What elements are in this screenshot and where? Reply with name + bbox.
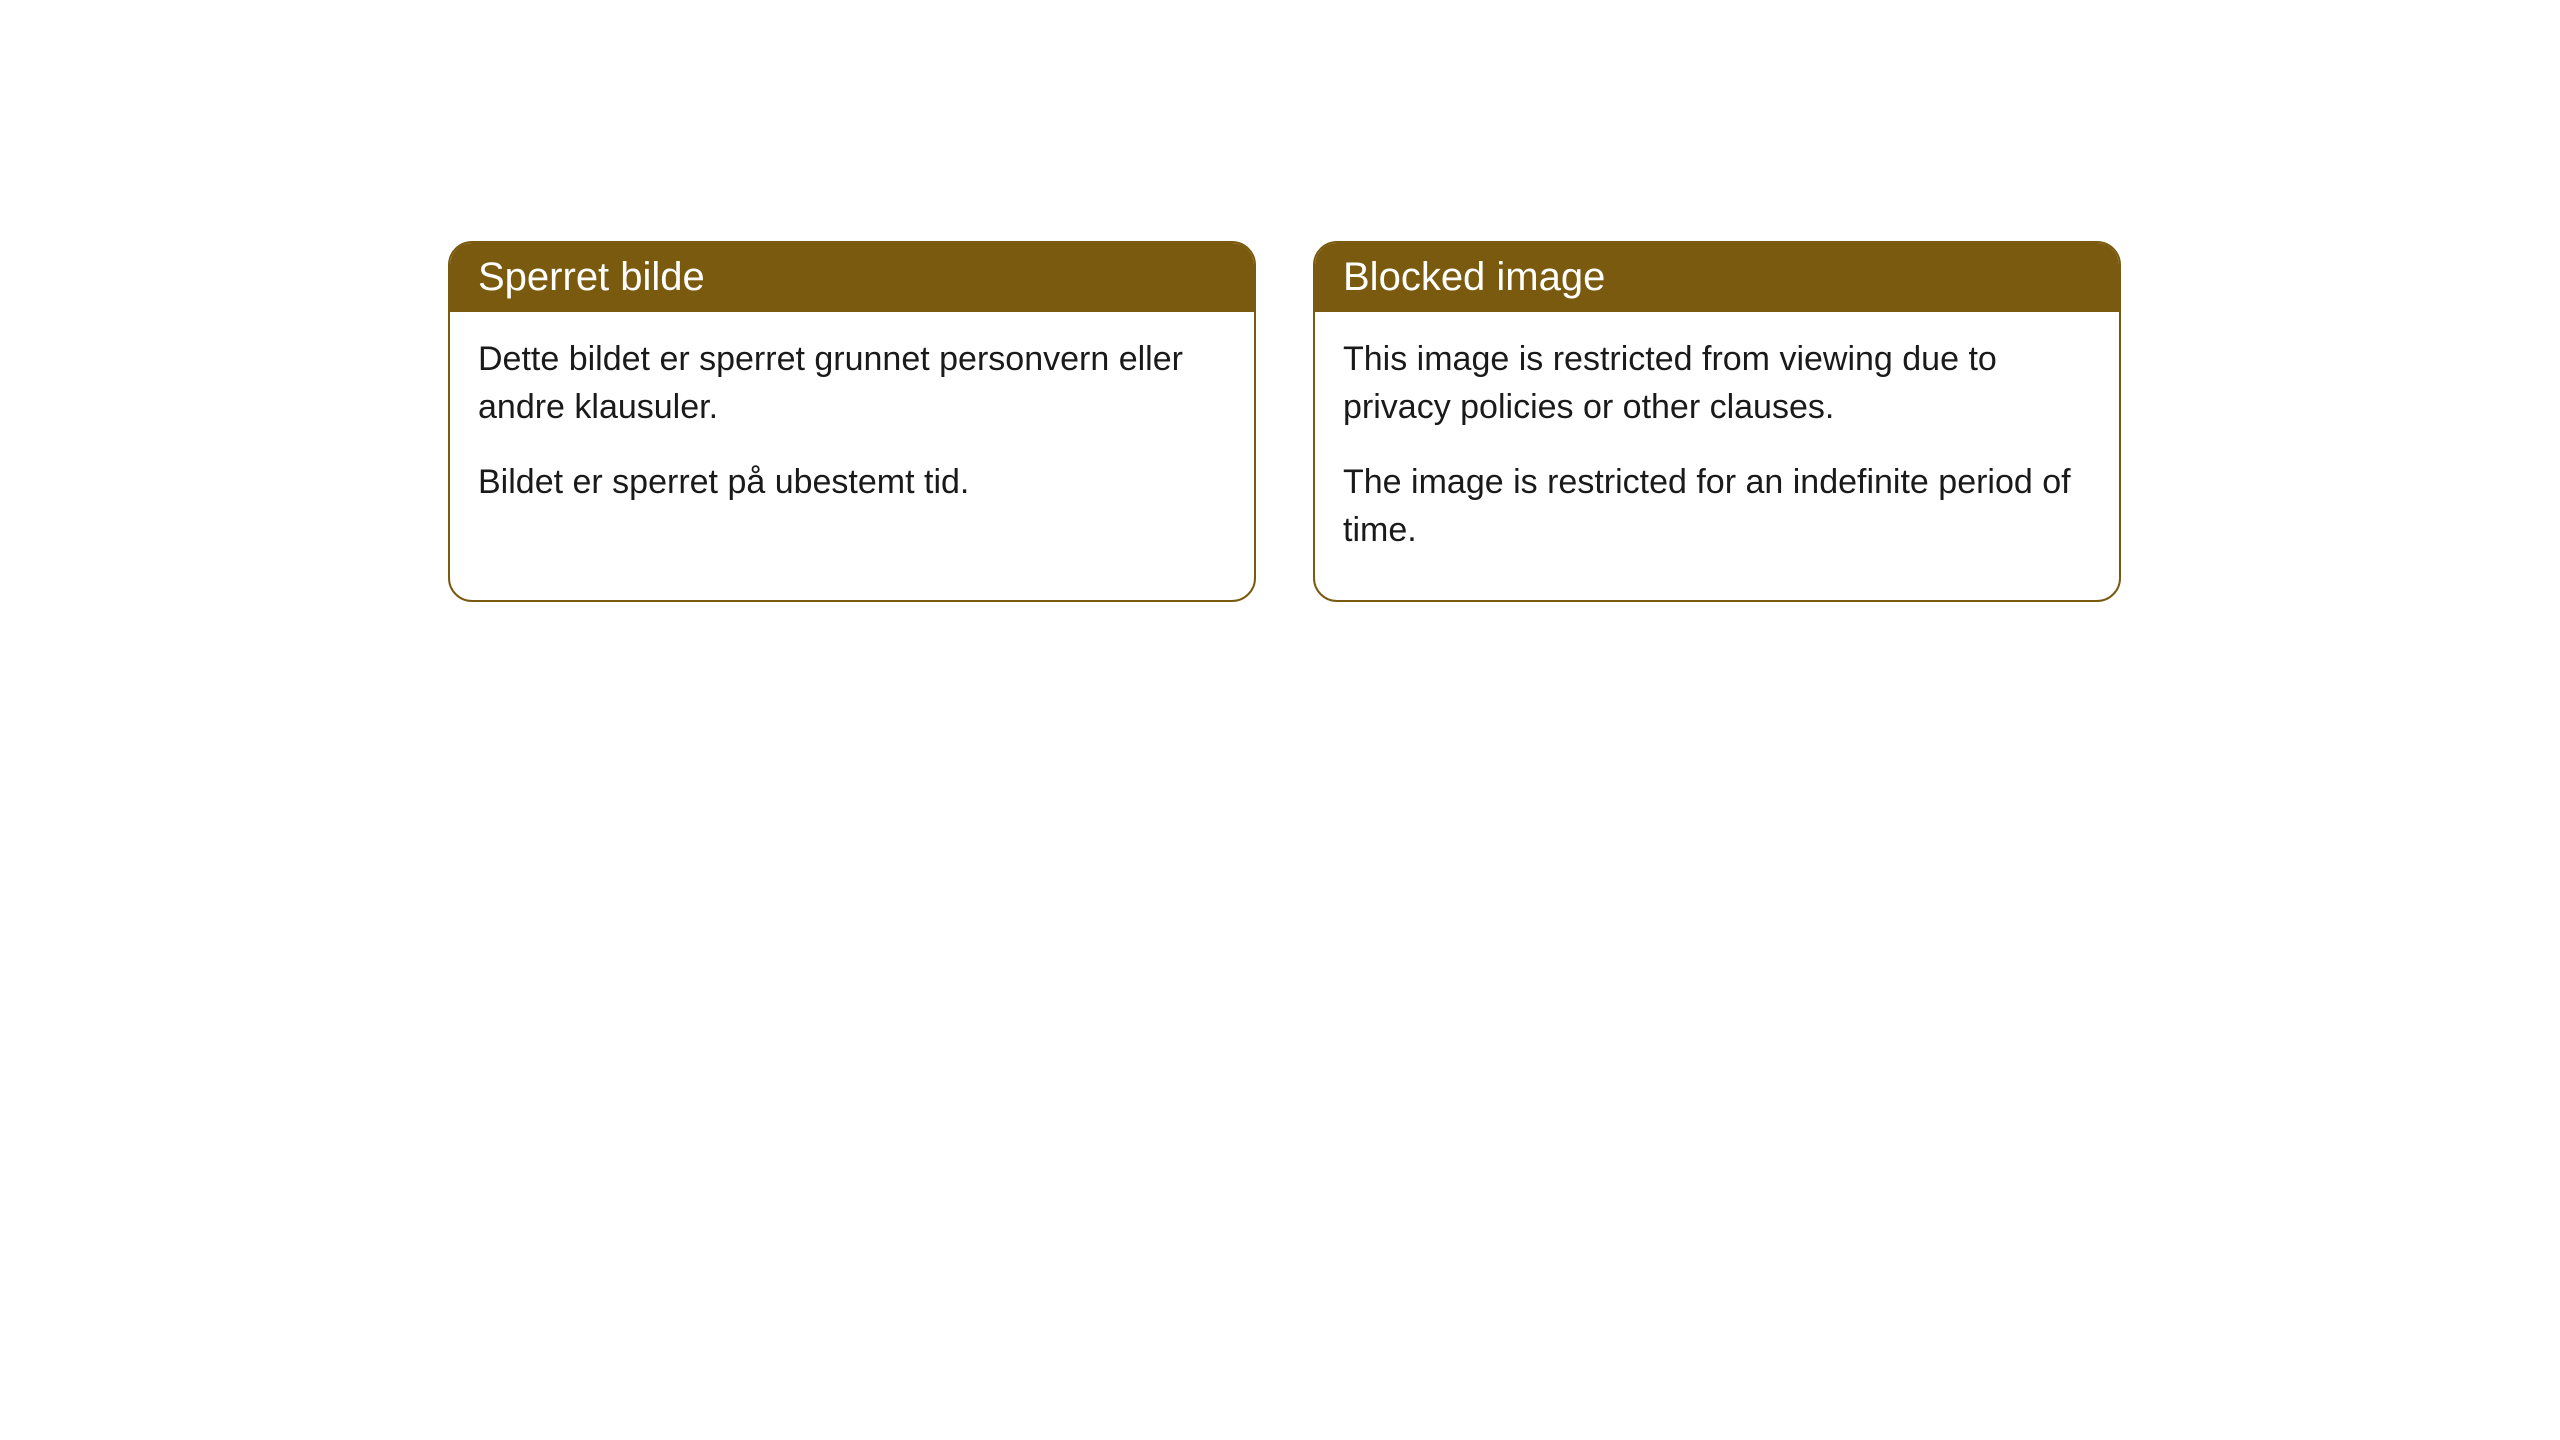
card-paragraph: Bildet er sperret på ubestemt tid. <box>478 459 1226 507</box>
card-paragraph: The image is restricted for an indefinit… <box>1343 459 2091 554</box>
card-paragraph: Dette bildet er sperret grunnet personve… <box>478 336 1226 431</box>
card-title: Blocked image <box>1343 255 1605 299</box>
card-title: Sperret bilde <box>478 255 705 299</box>
card-paragraph: This image is restricted from viewing du… <box>1343 336 2091 431</box>
card-header: Sperret bilde <box>450 243 1254 312</box>
card-body: This image is restricted from viewing du… <box>1315 312 2119 600</box>
notice-cards-container: Sperret bilde Dette bildet er sperret gr… <box>448 241 2121 602</box>
blocked-image-card-norwegian: Sperret bilde Dette bildet er sperret gr… <box>448 241 1256 602</box>
card-header: Blocked image <box>1315 243 2119 312</box>
blocked-image-card-english: Blocked image This image is restricted f… <box>1313 241 2121 602</box>
card-body: Dette bildet er sperret grunnet personve… <box>450 312 1254 553</box>
